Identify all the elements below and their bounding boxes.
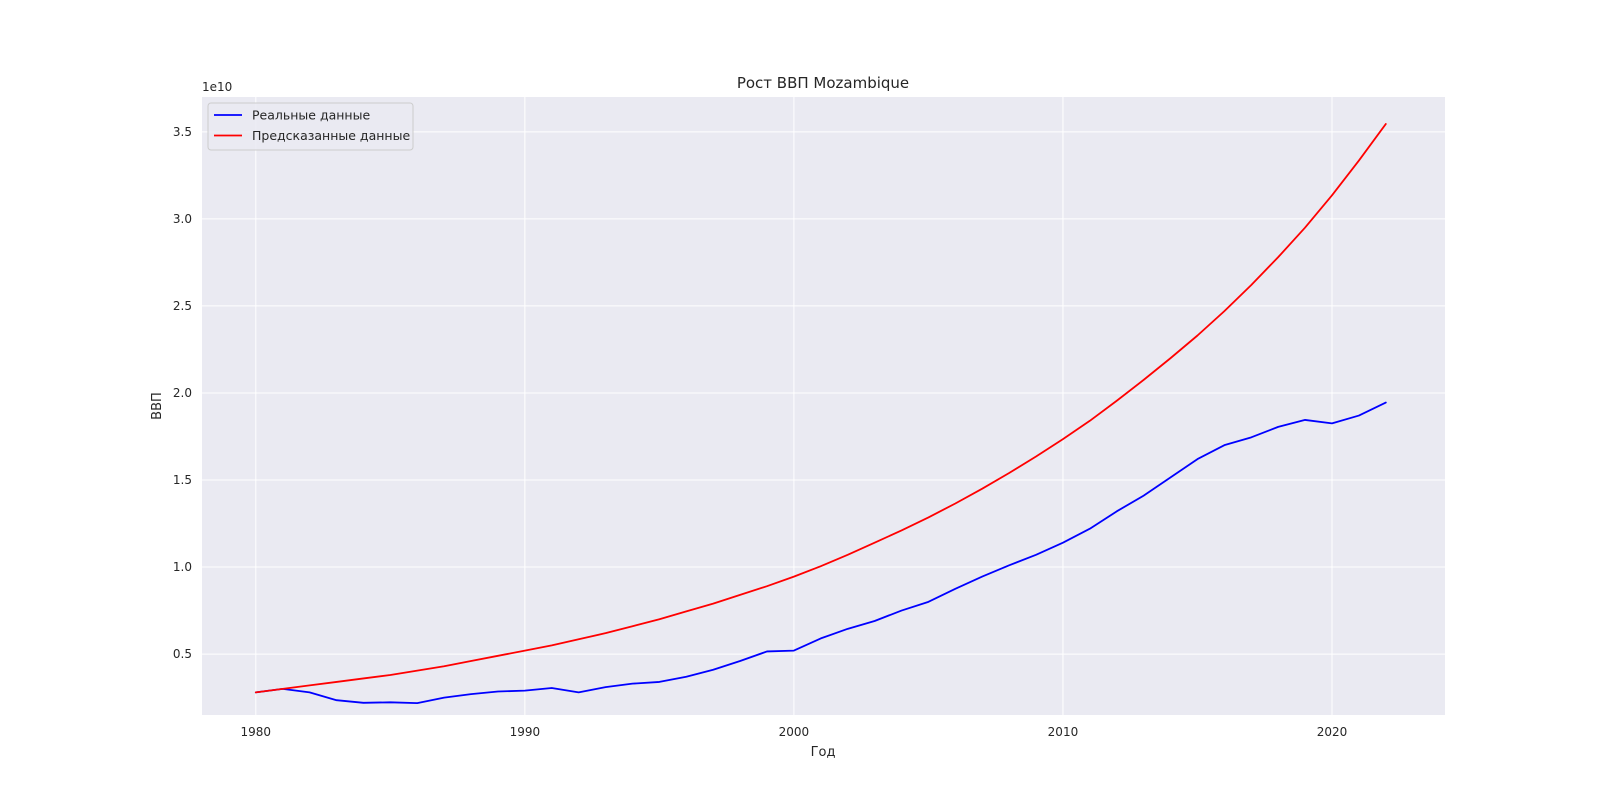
x-grid-lines [255,97,1333,715]
x-axis-label: Год [811,745,836,760]
x-tick-label: 2020 [1317,725,1348,739]
legend-label-predicted: Предсказанные данные [252,128,410,143]
x-tick-label: 1990 [510,725,541,739]
series-line-real [254,401,1387,705]
chart-title: Рост ВВП Mozambique [737,74,909,92]
y-tick-label: 1.5 [173,473,192,487]
series-line-predicted [254,123,1387,694]
y-offset-label: 1e10 [202,80,232,94]
y-tick-label: 0.5 [173,647,192,661]
y-tick-label: 2.0 [173,386,192,400]
x-tick-label: 2010 [1048,725,1079,739]
x-tick-label: 1980 [241,725,272,739]
y-tick-label: 3.0 [173,212,192,226]
y-tick-label: 3.5 [173,125,192,139]
x-tick-labels: 1980 1990 2000 2010 2020 [241,725,1348,739]
x-tick-label: 2000 [779,725,810,739]
legend-label-real: Реальные данные [252,108,370,123]
legend-box [207,102,414,151]
y-axis-label: ВВП [150,392,165,420]
legend: Реальные данные Предсказанные данные [207,102,414,151]
plot-area [202,97,1445,715]
series-layer [254,123,1387,705]
y-tick-label: 1.0 [173,560,192,574]
y-tick-labels: 0.5 1.0 1.5 2.0 2.5 3.0 3.5 [173,125,192,661]
y-tick-label: 2.5 [173,299,192,313]
